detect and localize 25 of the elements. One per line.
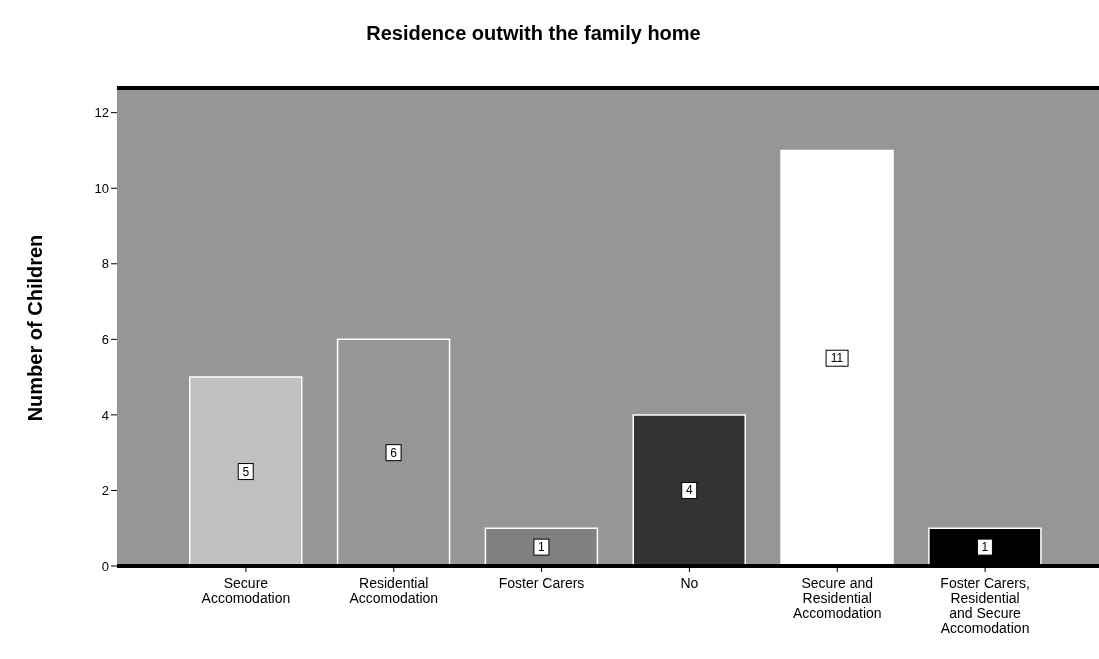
data-label: 5 [242,464,250,479]
bar [780,149,894,566]
data-label: 6 [390,445,398,460]
chart-title: Residence outwith the family home [365,22,702,45]
data-label: 1 [981,540,989,555]
x-tick-label: No [680,575,699,591]
y-tick-label: 12 [94,105,109,121]
bar [188,376,303,566]
y-tick-label: 0 [101,558,109,574]
data-label: 4 [685,483,693,498]
y-axis-title: Number of Children [24,234,47,422]
x-tick-label: Secure and Residential Accomodation [792,575,882,621]
y-tick-label: 2 [101,483,109,499]
bar [484,527,599,566]
y-tick-label: 8 [101,256,109,272]
data-label: 11 [830,351,844,366]
x-tick-label: Secure Accomodation [201,575,291,606]
x-tick-label: Foster Carers, Residential and Secure Accomodation [940,575,1030,636]
y-tick-label: 6 [101,331,109,347]
y-tick-label: 4 [101,407,109,423]
bar [632,414,746,566]
data-label: 1 [538,540,546,555]
y-tick-label: 10 [94,180,109,196]
x-tick-label: Foster Carers [498,575,585,591]
x-tick-label: Residential Accomodation [349,575,439,606]
